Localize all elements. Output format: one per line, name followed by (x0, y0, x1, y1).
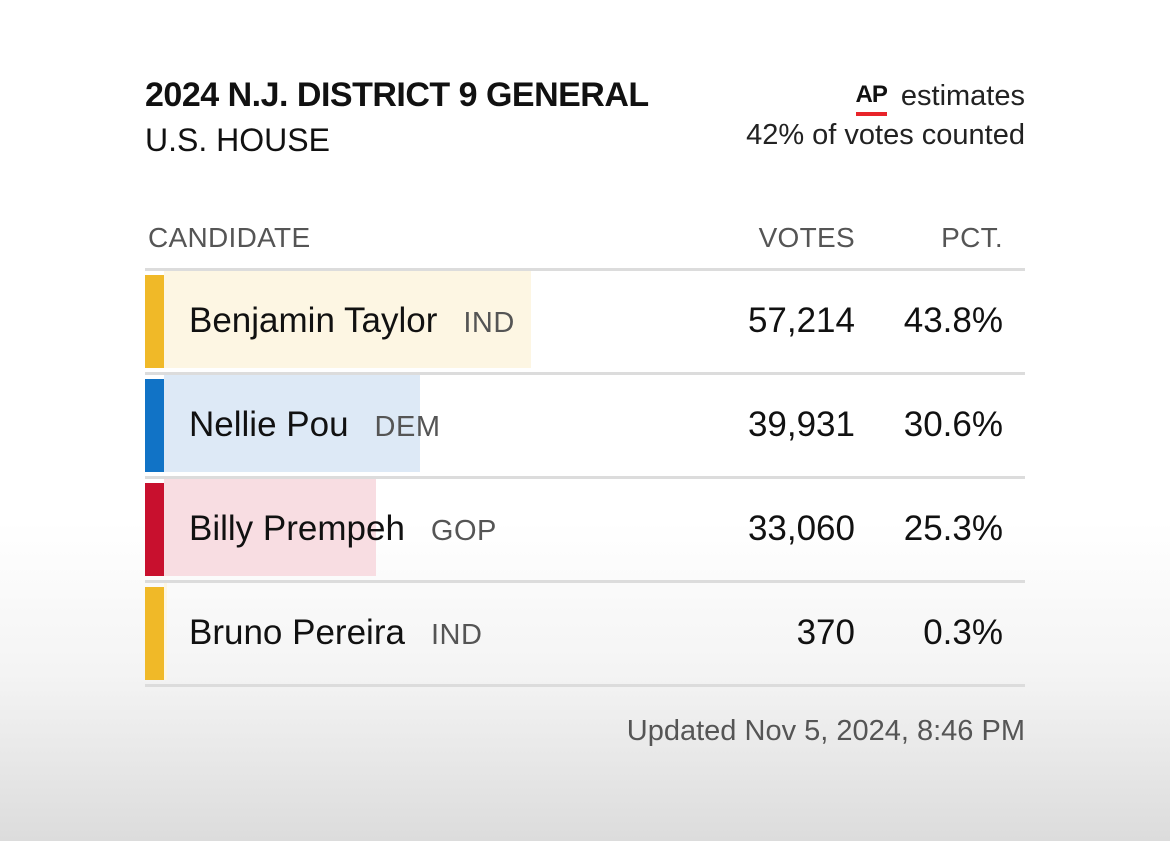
party-color-bar (145, 587, 164, 680)
candidate-row: Benjamin Taylor IND 57,214 43.8% (145, 271, 1025, 375)
candidate-row: Bruno Pereira IND 370 0.3% (145, 583, 1025, 687)
vote-share-bar (164, 375, 420, 472)
estimates-label: estimates (900, 80, 1025, 112)
column-headers: CANDIDATE VOTES PCT. (145, 212, 1025, 268)
party-color-bar (145, 483, 164, 576)
candidate-party: IND (430, 619, 483, 651)
candidate-party: DEM (374, 411, 441, 443)
candidate-row: Nellie Pou DEM 39,931 30.6% (145, 375, 1025, 479)
candidate-name: Billy Prempeh (189, 509, 405, 548)
candidate-name: Bruno Pereira (189, 613, 405, 652)
candidate-votes: 57,214 (747, 301, 855, 340)
vote-share-bar (164, 479, 376, 576)
ap-logo: AP (855, 81, 888, 116)
candidate-row: Billy Prempeh GOP 33,060 25.3% (145, 479, 1025, 583)
results-header: 2024 N.J. DISTRICT 9 GENERAL U.S. HOUSE … (145, 70, 1025, 200)
candidate-name: Nellie Pou (189, 405, 349, 444)
results-table: Benjamin Taylor IND 57,214 43.8% Nellie P… (145, 268, 1025, 687)
column-header-pct: PCT. (941, 222, 1003, 253)
ap-estimates: AP estimates 42% of votes counted (746, 80, 1025, 152)
race-title: 2024 N.J. DISTRICT 9 GENERAL (145, 76, 649, 114)
column-header-votes: VOTES (758, 222, 855, 253)
election-results-card: 2024 N.J. DISTRICT 9 GENERAL U.S. HOUSE … (145, 70, 1025, 770)
candidate-name: Benjamin Taylor (189, 301, 438, 340)
party-color-bar (145, 379, 164, 472)
vote-share-bar (164, 271, 531, 368)
candidate-pct: 43.8% (903, 301, 1003, 340)
candidate-votes: 33,060 (747, 509, 855, 548)
party-color-bar (145, 275, 164, 368)
candidate-pct: 0.3% (923, 613, 1003, 652)
candidate-party: IND (463, 307, 515, 339)
race-subtitle: U.S. HOUSE (145, 122, 330, 158)
candidate-pct: 25.3% (903, 509, 1003, 548)
candidate-pct: 30.6% (903, 405, 1003, 444)
updated-timestamp: Updated Nov 5, 2024, 8:46 PM (626, 715, 1025, 747)
candidate-votes: 39,931 (747, 405, 855, 444)
votes-counted: 42% of votes counted (746, 119, 1025, 151)
vote-share-bar (164, 583, 167, 680)
candidate-party: GOP (430, 515, 497, 547)
candidate-votes: 370 (796, 613, 855, 652)
column-header-candidate: CANDIDATE (148, 222, 311, 253)
